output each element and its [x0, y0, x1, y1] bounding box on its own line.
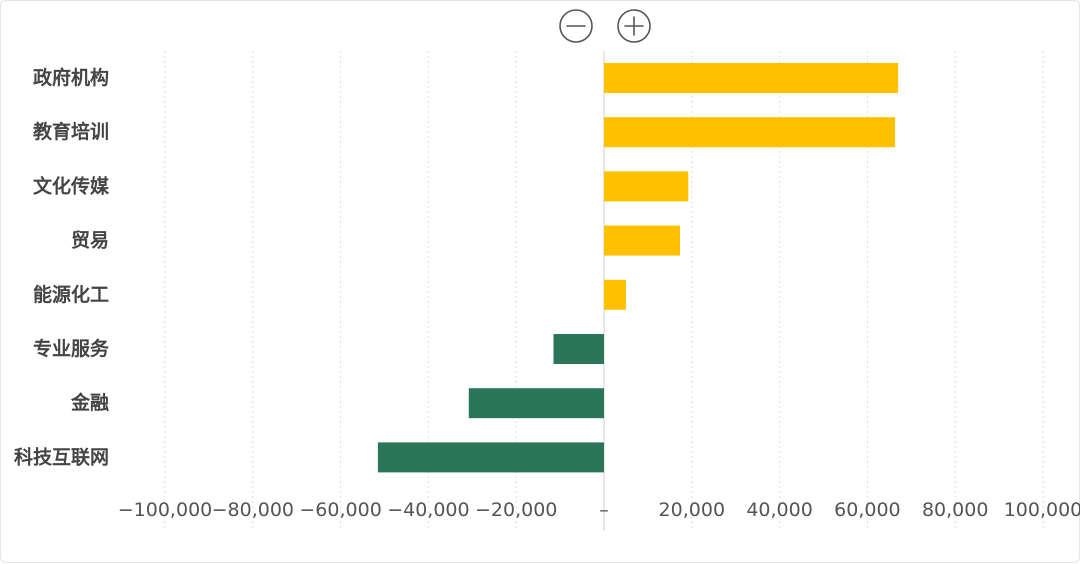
bar-2[interactable] [604, 171, 689, 202]
bars [377, 63, 899, 473]
bar-7[interactable] [377, 442, 604, 473]
bar-3[interactable] [604, 225, 680, 256]
x-tick-label-3: −40,000 [387, 499, 469, 521]
x-tick-label-1: −80,000 [212, 499, 294, 521]
bar-1[interactable] [604, 117, 896, 148]
x-tick-label-10: 100,000 [1004, 499, 1080, 521]
zoom-out-button[interactable] [559, 9, 593, 43]
category-label-4: 能源化工 [33, 283, 109, 306]
category-label-6: 金融 [70, 391, 109, 414]
x-tick-label-6: 20,000 [659, 499, 725, 521]
category-label-2: 文化传媒 [33, 174, 110, 197]
x-tick-label-7: 40,000 [746, 499, 812, 521]
zoom-in-button[interactable] [617, 9, 651, 43]
bar-5[interactable] [553, 334, 604, 364]
x-tick-label-8: 60,000 [834, 499, 900, 521]
category-label-0: 政府机构 [33, 66, 109, 89]
category-label-1: 教育培训 [33, 120, 109, 143]
category-label-7: 科技互联网 [14, 445, 109, 468]
bar-0[interactable] [604, 63, 899, 93]
category-label-3: 贸易 [71, 229, 109, 252]
x-tick-label-2: −60,000 [299, 499, 381, 521]
bar-6[interactable] [468, 388, 604, 419]
bar-4[interactable] [604, 279, 626, 310]
x-tick-label-5: – [599, 499, 609, 521]
category-label-5: 专业服务 [33, 337, 110, 360]
x-tick-label-0: −100,000 [118, 499, 213, 521]
x-axis-tick-labels: −100,000 −80,000 −60,000 −40,000 −20,000 – 20,… [118, 499, 1080, 521]
x-tick-label-9: 80,000 [922, 499, 988, 521]
x-tick-label-4: −20,000 [475, 499, 557, 521]
